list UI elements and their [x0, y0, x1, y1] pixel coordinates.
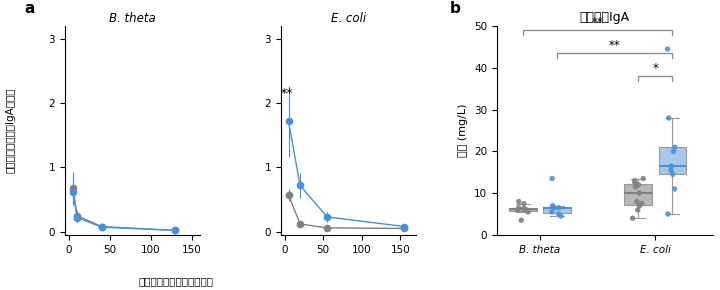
Text: **: **: [592, 16, 603, 29]
Point: [513, 199, 524, 204]
Point: [633, 182, 644, 187]
Point: [516, 218, 527, 223]
Point: [631, 199, 643, 204]
Point: [546, 210, 557, 214]
Point: [667, 172, 679, 177]
Point: [547, 203, 559, 208]
Point: [522, 210, 534, 214]
Point: [520, 207, 531, 211]
Title: E. coli: E. coli: [330, 12, 366, 25]
Text: 定着細菌に対するIgA反応性: 定着細菌に対するIgA反応性: [6, 88, 16, 173]
Point: [627, 216, 639, 220]
Point: [667, 149, 679, 154]
Point: [669, 145, 680, 150]
Point: [662, 47, 673, 51]
Text: **: **: [281, 87, 293, 100]
Text: a: a: [24, 1, 35, 16]
PathPatch shape: [509, 208, 536, 211]
Point: [636, 201, 648, 206]
Title: 腸管分泌IgA: 腸管分泌IgA: [580, 10, 630, 23]
Point: [555, 214, 567, 218]
Y-axis label: 濃度 (mg/L): 濃度 (mg/L): [459, 104, 469, 157]
Point: [629, 178, 641, 183]
Point: [518, 201, 530, 206]
Point: [521, 208, 533, 213]
Text: **: **: [609, 39, 621, 52]
Point: [665, 168, 677, 173]
Point: [518, 206, 530, 211]
Point: [548, 205, 559, 210]
Point: [669, 187, 680, 191]
Point: [546, 176, 558, 181]
Point: [513, 205, 524, 210]
Point: [629, 180, 641, 185]
Text: *: *: [652, 61, 658, 75]
Point: [637, 176, 649, 181]
Point: [553, 212, 564, 216]
Text: 腸管内容物上清の希釈倍率: 腸管内容物上清の希釈倍率: [139, 276, 214, 286]
Point: [632, 208, 644, 212]
PathPatch shape: [544, 207, 571, 213]
PathPatch shape: [624, 184, 652, 205]
Point: [666, 164, 678, 168]
Point: [662, 212, 674, 216]
Point: [630, 184, 642, 189]
Point: [512, 208, 523, 212]
Title: B. theta: B. theta: [109, 12, 156, 25]
Point: [553, 205, 564, 210]
Text: b: b: [449, 1, 460, 16]
Point: [634, 191, 645, 195]
Point: [663, 116, 675, 120]
PathPatch shape: [659, 147, 686, 174]
Point: [634, 203, 645, 208]
